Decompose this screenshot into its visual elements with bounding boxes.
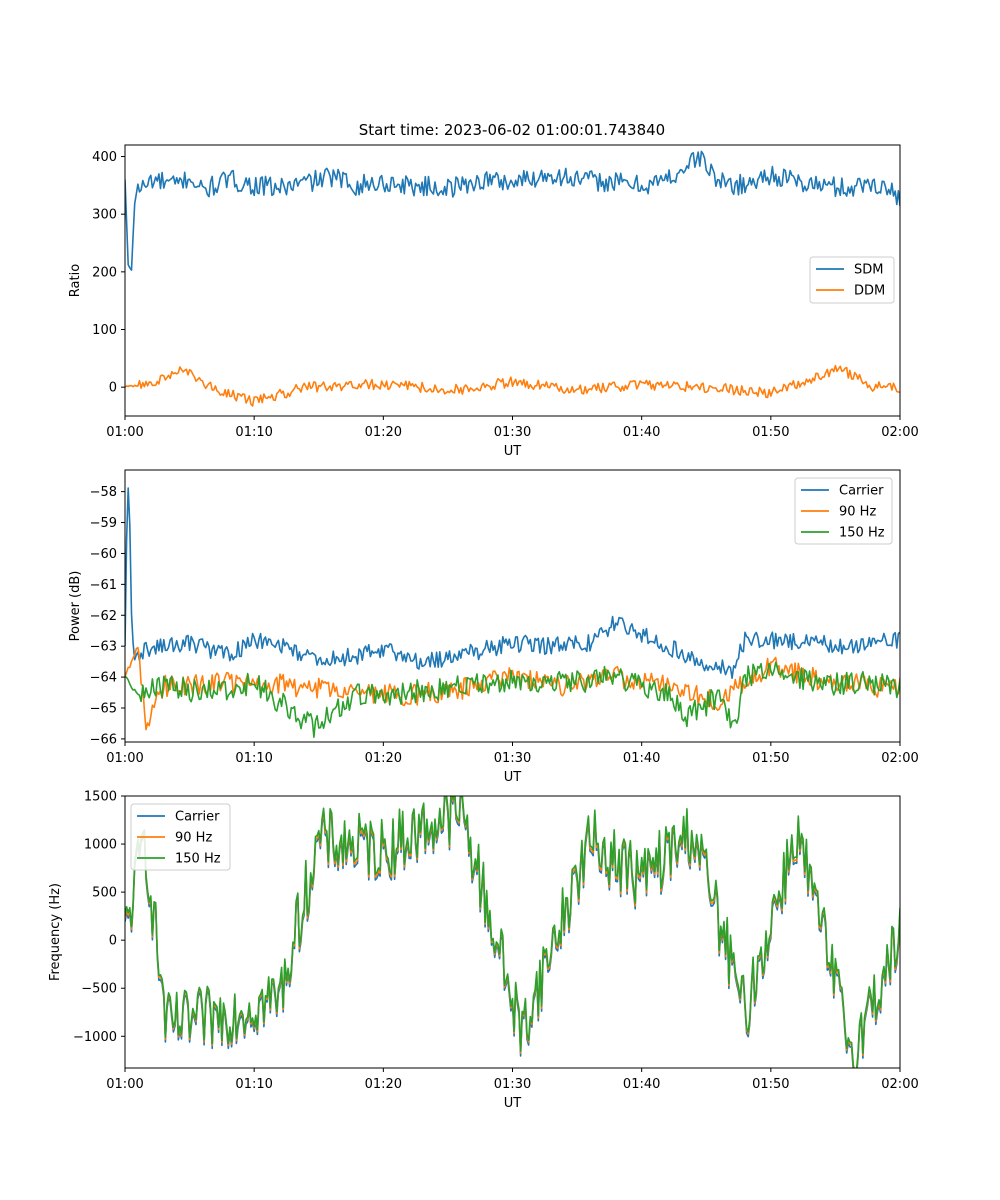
legend-label: 90 Hz — [175, 831, 212, 846]
legend: Carrier 90 Hz 150 Hz — [794, 477, 893, 545]
x-tick-label: 01:30 — [494, 1077, 531, 1092]
y-tick-label: −61 — [90, 578, 117, 593]
x-tick-label: 02:00 — [881, 425, 918, 440]
figure-title: Start time: 2023-06-02 01:00:01.743840 — [359, 121, 665, 139]
x-tick-label: 01:20 — [365, 1077, 402, 1092]
series-group — [125, 150, 900, 407]
chart-panel-2: 01:00 01:10 01:20 01:30 01:40 01:50 02:00 UT −58… — [68, 469, 919, 785]
x-tick-label: 01:00 — [106, 1077, 143, 1092]
y-tick-label: 1500 — [84, 790, 117, 805]
y-axis-label: Power (dB) — [68, 571, 83, 642]
legend-label: Carrier — [175, 810, 220, 825]
x-tick-label: 02:00 — [881, 1077, 918, 1092]
y-tick-label: −65 — [90, 702, 117, 717]
x-tick-label: 02:00 — [881, 751, 918, 766]
x-tick-label: 01:20 — [365, 751, 402, 766]
x-tick-label: 01:50 — [752, 425, 789, 440]
chart-panel-3: 01:00 01:10 01:20 01:30 01:40 01:50 02:00 UT −10… — [48, 790, 919, 1112]
legend-label: 150 Hz — [175, 852, 221, 867]
y-tick-label: 100 — [92, 323, 117, 338]
x-tick-label: 01:50 — [752, 751, 789, 766]
y-tick-label: −64 — [90, 671, 117, 686]
x-axis-label: UT — [504, 770, 522, 785]
legend-label: DDM — [854, 284, 885, 299]
legend: Carrier 90 Hz 150 Hz — [130, 803, 231, 871]
y-axis-label: Ratio — [68, 264, 83, 297]
y-tick-label: −1000 — [73, 1030, 117, 1045]
legend-label: SDM — [854, 263, 883, 278]
x-tick-label: 01:30 — [494, 425, 531, 440]
x-axis-label: UT — [504, 1096, 522, 1111]
y-tick-label: 400 — [92, 150, 117, 165]
x-tick-label: 01:10 — [235, 1077, 272, 1092]
x-axis-label: UT — [504, 444, 522, 459]
legend-box — [794, 477, 893, 545]
x-tick-label: 01:00 — [106, 425, 143, 440]
legend-label: 150 Hz — [839, 526, 885, 541]
y-tick-label: −500 — [81, 982, 117, 997]
series-line-sdm — [125, 150, 900, 271]
series-group — [125, 796, 900, 1068]
y-tick-label: −63 — [90, 640, 117, 655]
series-line-150-hz — [125, 661, 900, 738]
y-tick-label: 500 — [92, 886, 117, 901]
series-line-ddm — [125, 364, 900, 407]
chart-panel-1: 01:00 01:10 01:20 01:30 01:40 01:50 02:00 UT 0 10… — [68, 144, 919, 459]
y-tick-label: −60 — [90, 547, 117, 562]
legend: SDM DDM — [809, 256, 895, 304]
y-tick-label: −59 — [90, 516, 117, 531]
y-tick-label: −58 — [90, 485, 117, 500]
legend-box — [130, 803, 231, 871]
y-tick-label: 200 — [92, 265, 117, 280]
x-tick-label: 01:00 — [106, 751, 143, 766]
y-axis-label: Frequency (Hz) — [48, 883, 63, 981]
series-line-90-hz — [125, 646, 900, 731]
y-tick-label: 0 — [109, 381, 117, 396]
x-tick-label: 01:40 — [623, 1077, 660, 1092]
x-tick-label: 01:20 — [365, 425, 402, 440]
y-tick-label: −62 — [90, 609, 117, 624]
legend-label: 90 Hz — [839, 505, 876, 520]
y-tick-label: 0 — [109, 934, 117, 949]
series-line-carrier — [125, 487, 900, 679]
x-tick-label: 01:40 — [623, 751, 660, 766]
y-tick-label: 1000 — [84, 838, 117, 853]
legend-label: Carrier — [839, 484, 884, 499]
y-tick-label: 300 — [92, 208, 117, 223]
y-tick-label: −66 — [90, 732, 117, 747]
x-tick-label: 01:40 — [623, 425, 660, 440]
x-tick-label: 01:50 — [752, 1077, 789, 1092]
x-tick-label: 01:30 — [494, 751, 531, 766]
series-line-150-hz — [125, 796, 900, 1068]
x-tick-label: 01:10 — [235, 425, 272, 440]
series-group — [125, 487, 900, 738]
x-tick-label: 01:10 — [235, 751, 272, 766]
